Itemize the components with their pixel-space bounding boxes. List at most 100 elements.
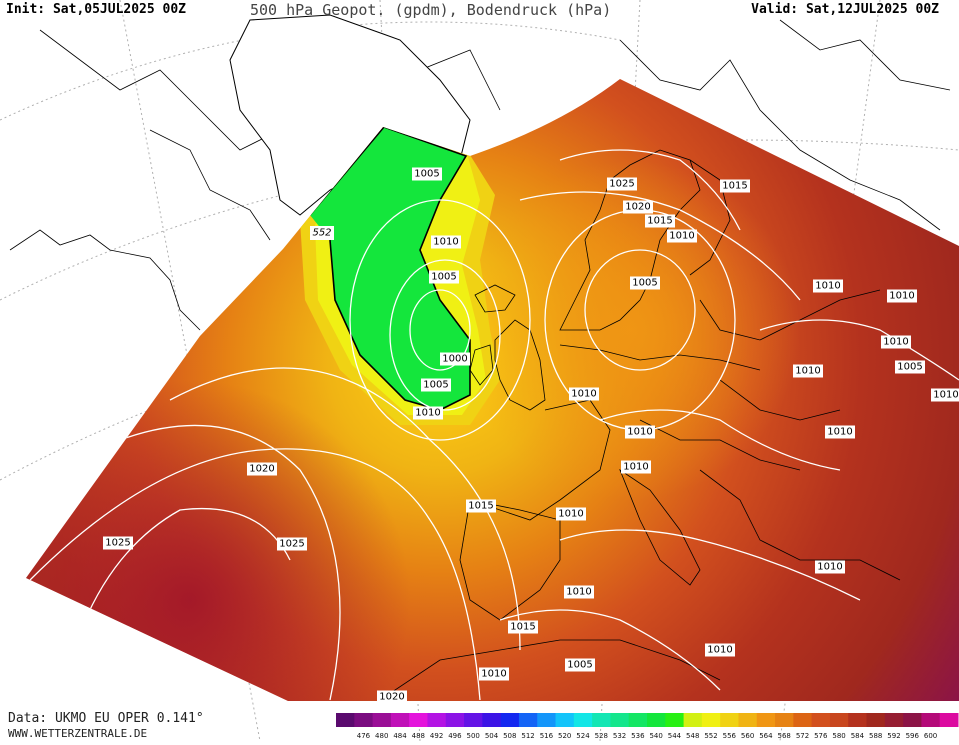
colorbar-swatch bbox=[793, 713, 813, 727]
init-time-label: Init: Sat,05JUL2025 00Z bbox=[6, 2, 187, 17]
isobar-label-baltic-north: 1010 bbox=[667, 229, 697, 243]
isobar-label-western-mediterranean: 1010 bbox=[556, 507, 586, 521]
colorbar-swatch bbox=[628, 713, 648, 727]
colorbar-swatch bbox=[482, 713, 502, 727]
colorbar-tick-label: 524 bbox=[576, 732, 590, 740]
svg-text:1010: 1010 bbox=[558, 509, 583, 520]
colorbar-swatch bbox=[537, 713, 557, 727]
svg-text:1025: 1025 bbox=[609, 179, 634, 190]
isobar-label-southern-scandinavia: 1015 bbox=[645, 214, 675, 228]
data-source-label: Data: UKMO EU OPER 0.141° bbox=[8, 711, 204, 726]
svg-text:1010: 1010 bbox=[795, 366, 820, 377]
isobar-label-iceland-east: 1010 bbox=[431, 235, 461, 249]
colorbar-swatch bbox=[665, 713, 685, 727]
geopotential-552-label: 552 bbox=[310, 226, 334, 240]
svg-text:1010: 1010 bbox=[481, 669, 506, 680]
svg-text:1025: 1025 bbox=[279, 539, 304, 550]
isobar-label-ukraine-north: 1010 bbox=[881, 335, 911, 349]
colorbar-tick-label: 480 bbox=[375, 732, 388, 740]
svg-text:1010: 1010 bbox=[669, 231, 694, 242]
svg-text:1010: 1010 bbox=[627, 427, 652, 438]
colorbar-swatch bbox=[884, 713, 904, 727]
svg-text:1005: 1005 bbox=[431, 272, 456, 283]
svg-text:1025: 1025 bbox=[105, 538, 130, 549]
isobar-label-layer: 1005 1010 1005 1000 1005 1010 1025 1020 1015 1010… bbox=[103, 167, 959, 704]
isobar-label-low-southeast: 1010 bbox=[413, 406, 443, 420]
colorbar-swatch bbox=[775, 713, 794, 727]
colorbar-tick-label: 492 bbox=[430, 732, 443, 740]
colorbar-swatch bbox=[409, 713, 428, 727]
colorbar-tick-label: 548 bbox=[686, 732, 699, 740]
colorbar-tick-label: 512 bbox=[521, 732, 534, 740]
isobar-label-sahara-west: 1020 bbox=[377, 690, 407, 704]
colorbar-swatch bbox=[701, 713, 721, 727]
svg-text:1010: 1010 bbox=[415, 408, 440, 419]
svg-text:1020: 1020 bbox=[249, 464, 274, 475]
colorbar-tick-label: 520 bbox=[558, 732, 571, 740]
colorbar-tick-label: 584 bbox=[851, 732, 865, 740]
colorbar-tick-label: 580 bbox=[832, 732, 845, 740]
isobar-label-turkey: 1010 bbox=[815, 560, 845, 574]
colorbar-swatch bbox=[518, 713, 538, 727]
colorbar-swatch bbox=[427, 713, 447, 727]
colorbar-swatch bbox=[738, 713, 758, 727]
isobar-label-alps-south: 1010 bbox=[621, 460, 651, 474]
website-link[interactable]: WWW.WETTERZENTRALE.DE bbox=[8, 727, 148, 740]
colorbar-swatch bbox=[372, 713, 392, 727]
colorbar-tick-label: 572 bbox=[796, 732, 809, 740]
colorbar-tick-label: 476 bbox=[357, 732, 371, 740]
svg-text:1010: 1010 bbox=[433, 237, 458, 248]
isobar-label-north-sea: 1010 bbox=[569, 387, 599, 401]
isobar-label-azores-east: 1025 bbox=[277, 537, 307, 551]
isobar-label-northern-scandinavia: 1025 bbox=[607, 177, 637, 191]
isobar-label-russia-south: 1005 bbox=[895, 360, 925, 374]
colorbar-tick-label: 496 bbox=[448, 732, 462, 740]
isobar-label-iceland-south: 1005 bbox=[429, 270, 459, 284]
isobar-label-western-russia: 1010 bbox=[813, 279, 843, 293]
svg-text:1010: 1010 bbox=[707, 645, 732, 656]
colorbar-tick-label: 544 bbox=[668, 732, 682, 740]
colorbar-tick-label: 592 bbox=[887, 732, 900, 740]
svg-text:1010: 1010 bbox=[889, 291, 914, 302]
isobar-label-eastern-europe: 1010 bbox=[793, 364, 823, 378]
colorbar-swatch bbox=[464, 713, 483, 727]
colorbar-swatch bbox=[610, 713, 630, 727]
colorbar-swatch bbox=[866, 713, 886, 727]
colorbar-tick-label: 540 bbox=[649, 732, 662, 740]
svg-text:1010: 1010 bbox=[827, 427, 852, 438]
colorbar-swatch bbox=[939, 713, 959, 727]
svg-text:1020: 1020 bbox=[379, 692, 404, 703]
colorbar-swatch bbox=[390, 713, 410, 727]
isobar-label-low-south: 1005 bbox=[421, 378, 451, 392]
svg-text:1005: 1005 bbox=[414, 169, 439, 180]
colorbar-swatch bbox=[683, 713, 703, 727]
colorbar-swatch bbox=[903, 713, 922, 727]
svg-text:1010: 1010 bbox=[817, 562, 842, 573]
colorbar-tick-label: 560 bbox=[741, 732, 754, 740]
colorbar-tick-label: 508 bbox=[503, 732, 516, 740]
coastlines-borders bbox=[379, 149, 901, 701]
colorbar-swatch bbox=[756, 713, 776, 727]
isobar-label-alps-north: 1010 bbox=[625, 425, 655, 439]
colorbar: 476 480 484 488 492 496 500 504 508 512 516 520 524 5… bbox=[336, 713, 959, 740]
isobar-label-low-centre-atlantic: 1000 bbox=[440, 352, 470, 366]
svg-text:1010: 1010 bbox=[815, 281, 840, 292]
isobar-label-algeria: 1005 bbox=[565, 658, 595, 672]
isobar-label-kazakhstan: 1010 bbox=[931, 388, 959, 402]
colorbar-tick-label: 484 bbox=[393, 732, 407, 740]
colorbar-tick-label: 552 bbox=[704, 732, 717, 740]
colorbar-tick-label: 504 bbox=[485, 732, 499, 740]
isobar-label-central-scandinavia: 1020 bbox=[623, 200, 653, 214]
isobar-label-biscay: 1015 bbox=[466, 499, 496, 513]
colorbar-tick-label: 576 bbox=[814, 732, 828, 740]
colorbar-tick-label: 528 bbox=[595, 732, 608, 740]
colorbar-swatch bbox=[921, 713, 941, 727]
colorbar-swatch bbox=[647, 713, 666, 727]
colorbar-swatch bbox=[445, 713, 465, 727]
isobar-label-black-sea-north: 1010 bbox=[825, 425, 855, 439]
svg-text:1010: 1010 bbox=[933, 390, 958, 401]
colorbar-tick-label: 600 bbox=[924, 732, 937, 740]
colorbar-tick-label: 556 bbox=[723, 732, 737, 740]
svg-text:1015: 1015 bbox=[510, 622, 535, 633]
svg-text:1015: 1015 bbox=[722, 181, 747, 192]
